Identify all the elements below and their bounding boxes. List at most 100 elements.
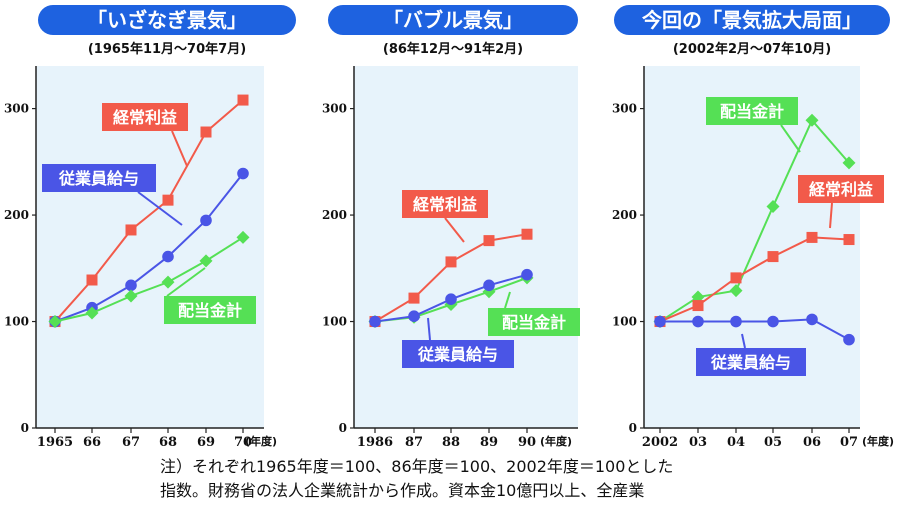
x-tick-label: 70	[234, 435, 252, 450]
chart-title: 「バブル景気」	[328, 5, 578, 35]
x-tick-label: 05	[764, 435, 782, 450]
data-point	[408, 292, 420, 304]
data-point	[692, 315, 704, 328]
y-tick-label: 0	[21, 421, 29, 435]
data-point	[408, 310, 420, 323]
label-pointer	[166, 267, 206, 297]
label-pointer	[829, 202, 833, 229]
chart-title: 「いざなぎ景気」	[38, 5, 296, 35]
series-label-box	[402, 190, 488, 218]
label-pointer	[444, 217, 465, 243]
series-label-box	[402, 340, 514, 368]
label-pointer	[741, 333, 746, 349]
data-point	[806, 231, 818, 243]
data-point	[842, 156, 856, 170]
series-label-box	[164, 296, 256, 324]
data-point	[162, 250, 174, 263]
series-label-box	[706, 97, 798, 125]
data-point	[199, 254, 213, 268]
y-tick-label: 100	[4, 315, 29, 329]
x-axis-label: (年度)	[540, 434, 572, 448]
data-point	[48, 315, 62, 329]
data-point	[521, 228, 533, 240]
label-pointer	[137, 191, 183, 226]
series-label: 経常利益	[413, 195, 477, 214]
series-label-box	[696, 348, 806, 376]
data-point	[654, 315, 666, 328]
data-point	[843, 234, 855, 246]
data-point	[767, 251, 779, 263]
data-point	[445, 293, 457, 305]
footnote-line-2: 指数。財務省の法人企業統計から作成。資本金10億円以上、全産業	[160, 481, 645, 500]
y-tick-label: 200	[612, 208, 637, 222]
y-tick-label: 300	[612, 102, 637, 116]
series-label-box	[488, 308, 580, 336]
label-pointer	[504, 291, 511, 309]
data-point	[200, 126, 212, 138]
y-tick-label: 100	[322, 315, 347, 329]
data-point	[125, 279, 137, 292]
chart-subtitle: (1965年11月～70年7月)	[87, 42, 247, 57]
label-pointer	[780, 124, 801, 153]
data-point	[85, 306, 99, 320]
data-point	[843, 333, 855, 346]
data-point	[805, 113, 819, 127]
plot-background	[354, 66, 578, 428]
y-tick-label: 200	[4, 208, 29, 222]
series-label: 配当金計	[720, 102, 784, 121]
series-label: 配当金計	[502, 313, 566, 332]
series-label: 配当金計	[178, 301, 242, 320]
chart-title: 今回の「景気拡大局面」	[614, 5, 890, 35]
series-label-box	[102, 103, 188, 131]
series-line	[54, 172, 244, 323]
series-label: 従業員給与	[58, 169, 139, 188]
data-point	[125, 224, 137, 236]
series-label: 従業員給与	[710, 353, 791, 372]
series-label: 従業員給与	[417, 345, 498, 364]
data-point	[692, 300, 704, 312]
data-point	[237, 167, 249, 180]
label-pointer	[171, 130, 188, 167]
data-point	[237, 94, 249, 106]
x-tick-label: 67	[122, 435, 140, 450]
data-point	[161, 275, 175, 289]
x-tick-label: 2002	[642, 435, 678, 450]
data-point	[162, 194, 174, 206]
series-label: 経常利益	[113, 108, 177, 127]
chart-1: 0 100 200 300 1965 66 67 68 69 70(年度) 経常利益従業員給与配当金…	[4, 66, 277, 450]
x-tick-label: 87	[405, 435, 423, 450]
series-line	[660, 318, 850, 341]
data-point	[806, 313, 818, 326]
data-point	[369, 315, 381, 328]
footnote-line-1: 注）それぞれ1965年度＝100、86年度＝100、2002年度＝100とした	[160, 457, 674, 476]
x-tick-label: 89	[480, 435, 498, 450]
x-tick-label: 88	[442, 435, 460, 450]
data-point	[483, 235, 495, 247]
y-tick-label: 0	[339, 421, 347, 435]
series-line	[659, 236, 850, 323]
series-line	[54, 236, 244, 323]
x-tick-label: 07	[840, 435, 858, 450]
data-point	[124, 289, 138, 303]
data-point	[200, 214, 212, 227]
series-line	[659, 118, 850, 323]
data-point	[521, 268, 533, 281]
x-axis-label: (年度)	[862, 434, 894, 448]
series-label-box	[798, 175, 884, 203]
y-tick-label: 100	[612, 315, 637, 329]
data-point	[483, 279, 495, 292]
data-point	[236, 230, 250, 244]
x-tick-label: 1986	[357, 435, 393, 450]
y-tick-label: 200	[322, 208, 347, 222]
x-tick-label: 68	[159, 435, 177, 450]
chart-3: 0 100 200 300 2002 03 04 05 06 07 (年度) 配当金計経常利益従業員給…	[612, 66, 894, 450]
y-tick-label: 300	[4, 102, 29, 116]
x-axis-label: (年度)	[245, 434, 277, 448]
x-tick-label: 03	[689, 435, 707, 450]
chart-subtitle: (2002年2月～07年10月)	[672, 42, 832, 57]
x-tick-label: 06	[803, 435, 821, 450]
x-tick-label: 90	[518, 435, 536, 450]
y-tick-label: 300	[322, 102, 347, 116]
